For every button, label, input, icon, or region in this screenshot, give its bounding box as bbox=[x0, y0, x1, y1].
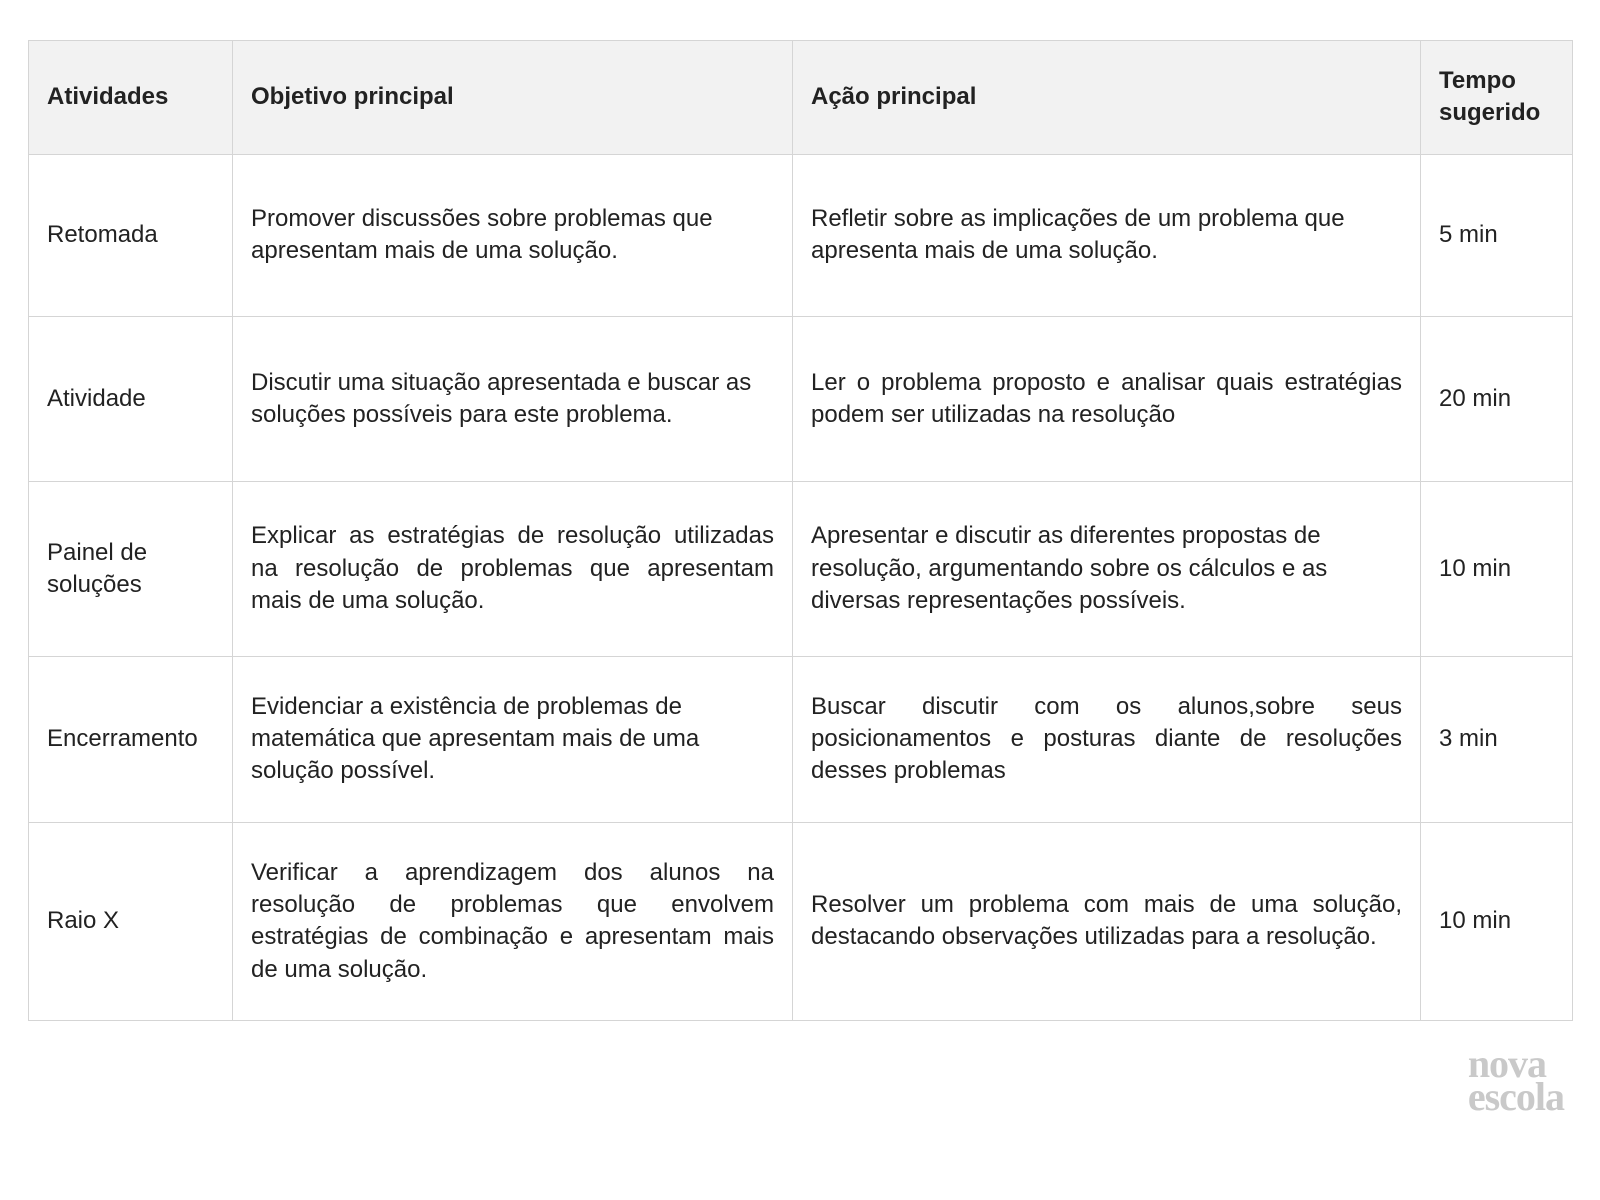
cell-atividades: Raio X bbox=[29, 822, 233, 1021]
logo-line-2: escola bbox=[1468, 1081, 1564, 1114]
lesson-plan-table: Atividades Objetivo principal Ação princ… bbox=[28, 40, 1573, 1021]
table-row: Raio X Verificar a aprendizagem dos alun… bbox=[29, 822, 1573, 1021]
cell-objetivo: Evidenciar a existência de problemas de … bbox=[233, 656, 793, 822]
cell-objetivo: Verificar a aprendizagem dos alunos na r… bbox=[233, 822, 793, 1021]
cell-tempo: 10 min bbox=[1421, 822, 1573, 1021]
col-header-tempo: Tempo sugerido bbox=[1421, 41, 1573, 155]
cell-acao: Resolver um problema com mais de uma sol… bbox=[793, 822, 1421, 1021]
table-row: Painel de soluções Explicar as estratégi… bbox=[29, 482, 1573, 656]
cell-acao: Ler o problema proposto e analisar quais… bbox=[793, 316, 1421, 482]
cell-objetivo: Discutir uma situação apresentada e busc… bbox=[233, 316, 793, 482]
table-row: Encerramento Evidenciar a existência de … bbox=[29, 656, 1573, 822]
cell-acao: Refletir sobre as implicações de um prob… bbox=[793, 154, 1421, 316]
cell-objetivo: Promover discussões sobre problemas que … bbox=[233, 154, 793, 316]
page: Atividades Objetivo principal Ação princ… bbox=[0, 0, 1600, 1200]
col-header-atividades: Atividades bbox=[29, 41, 233, 155]
cell-atividades: Painel de soluções bbox=[29, 482, 233, 656]
table-row: Atividade Discutir uma situação apresent… bbox=[29, 316, 1573, 482]
cell-acao: Apresentar e discutir as diferentes prop… bbox=[793, 482, 1421, 656]
table-row: Retomada Promover discussões sobre probl… bbox=[29, 154, 1573, 316]
cell-tempo: 5 min bbox=[1421, 154, 1573, 316]
table-header-row: Atividades Objetivo principal Ação princ… bbox=[29, 41, 1573, 155]
cell-tempo: 10 min bbox=[1421, 482, 1573, 656]
cell-tempo: 20 min bbox=[1421, 316, 1573, 482]
col-header-objetivo: Objetivo principal bbox=[233, 41, 793, 155]
cell-atividades: Retomada bbox=[29, 154, 233, 316]
cell-acao: Buscar discutir com os alunos,sobre seus… bbox=[793, 656, 1421, 822]
col-header-acao: Ação principal bbox=[793, 41, 1421, 155]
nova-escola-logo: nova escola bbox=[1468, 1048, 1564, 1114]
cell-objetivo: Explicar as estratégias de resolução uti… bbox=[233, 482, 793, 656]
cell-atividades: Encerramento bbox=[29, 656, 233, 822]
cell-atividades: Atividade bbox=[29, 316, 233, 482]
cell-tempo: 3 min bbox=[1421, 656, 1573, 822]
